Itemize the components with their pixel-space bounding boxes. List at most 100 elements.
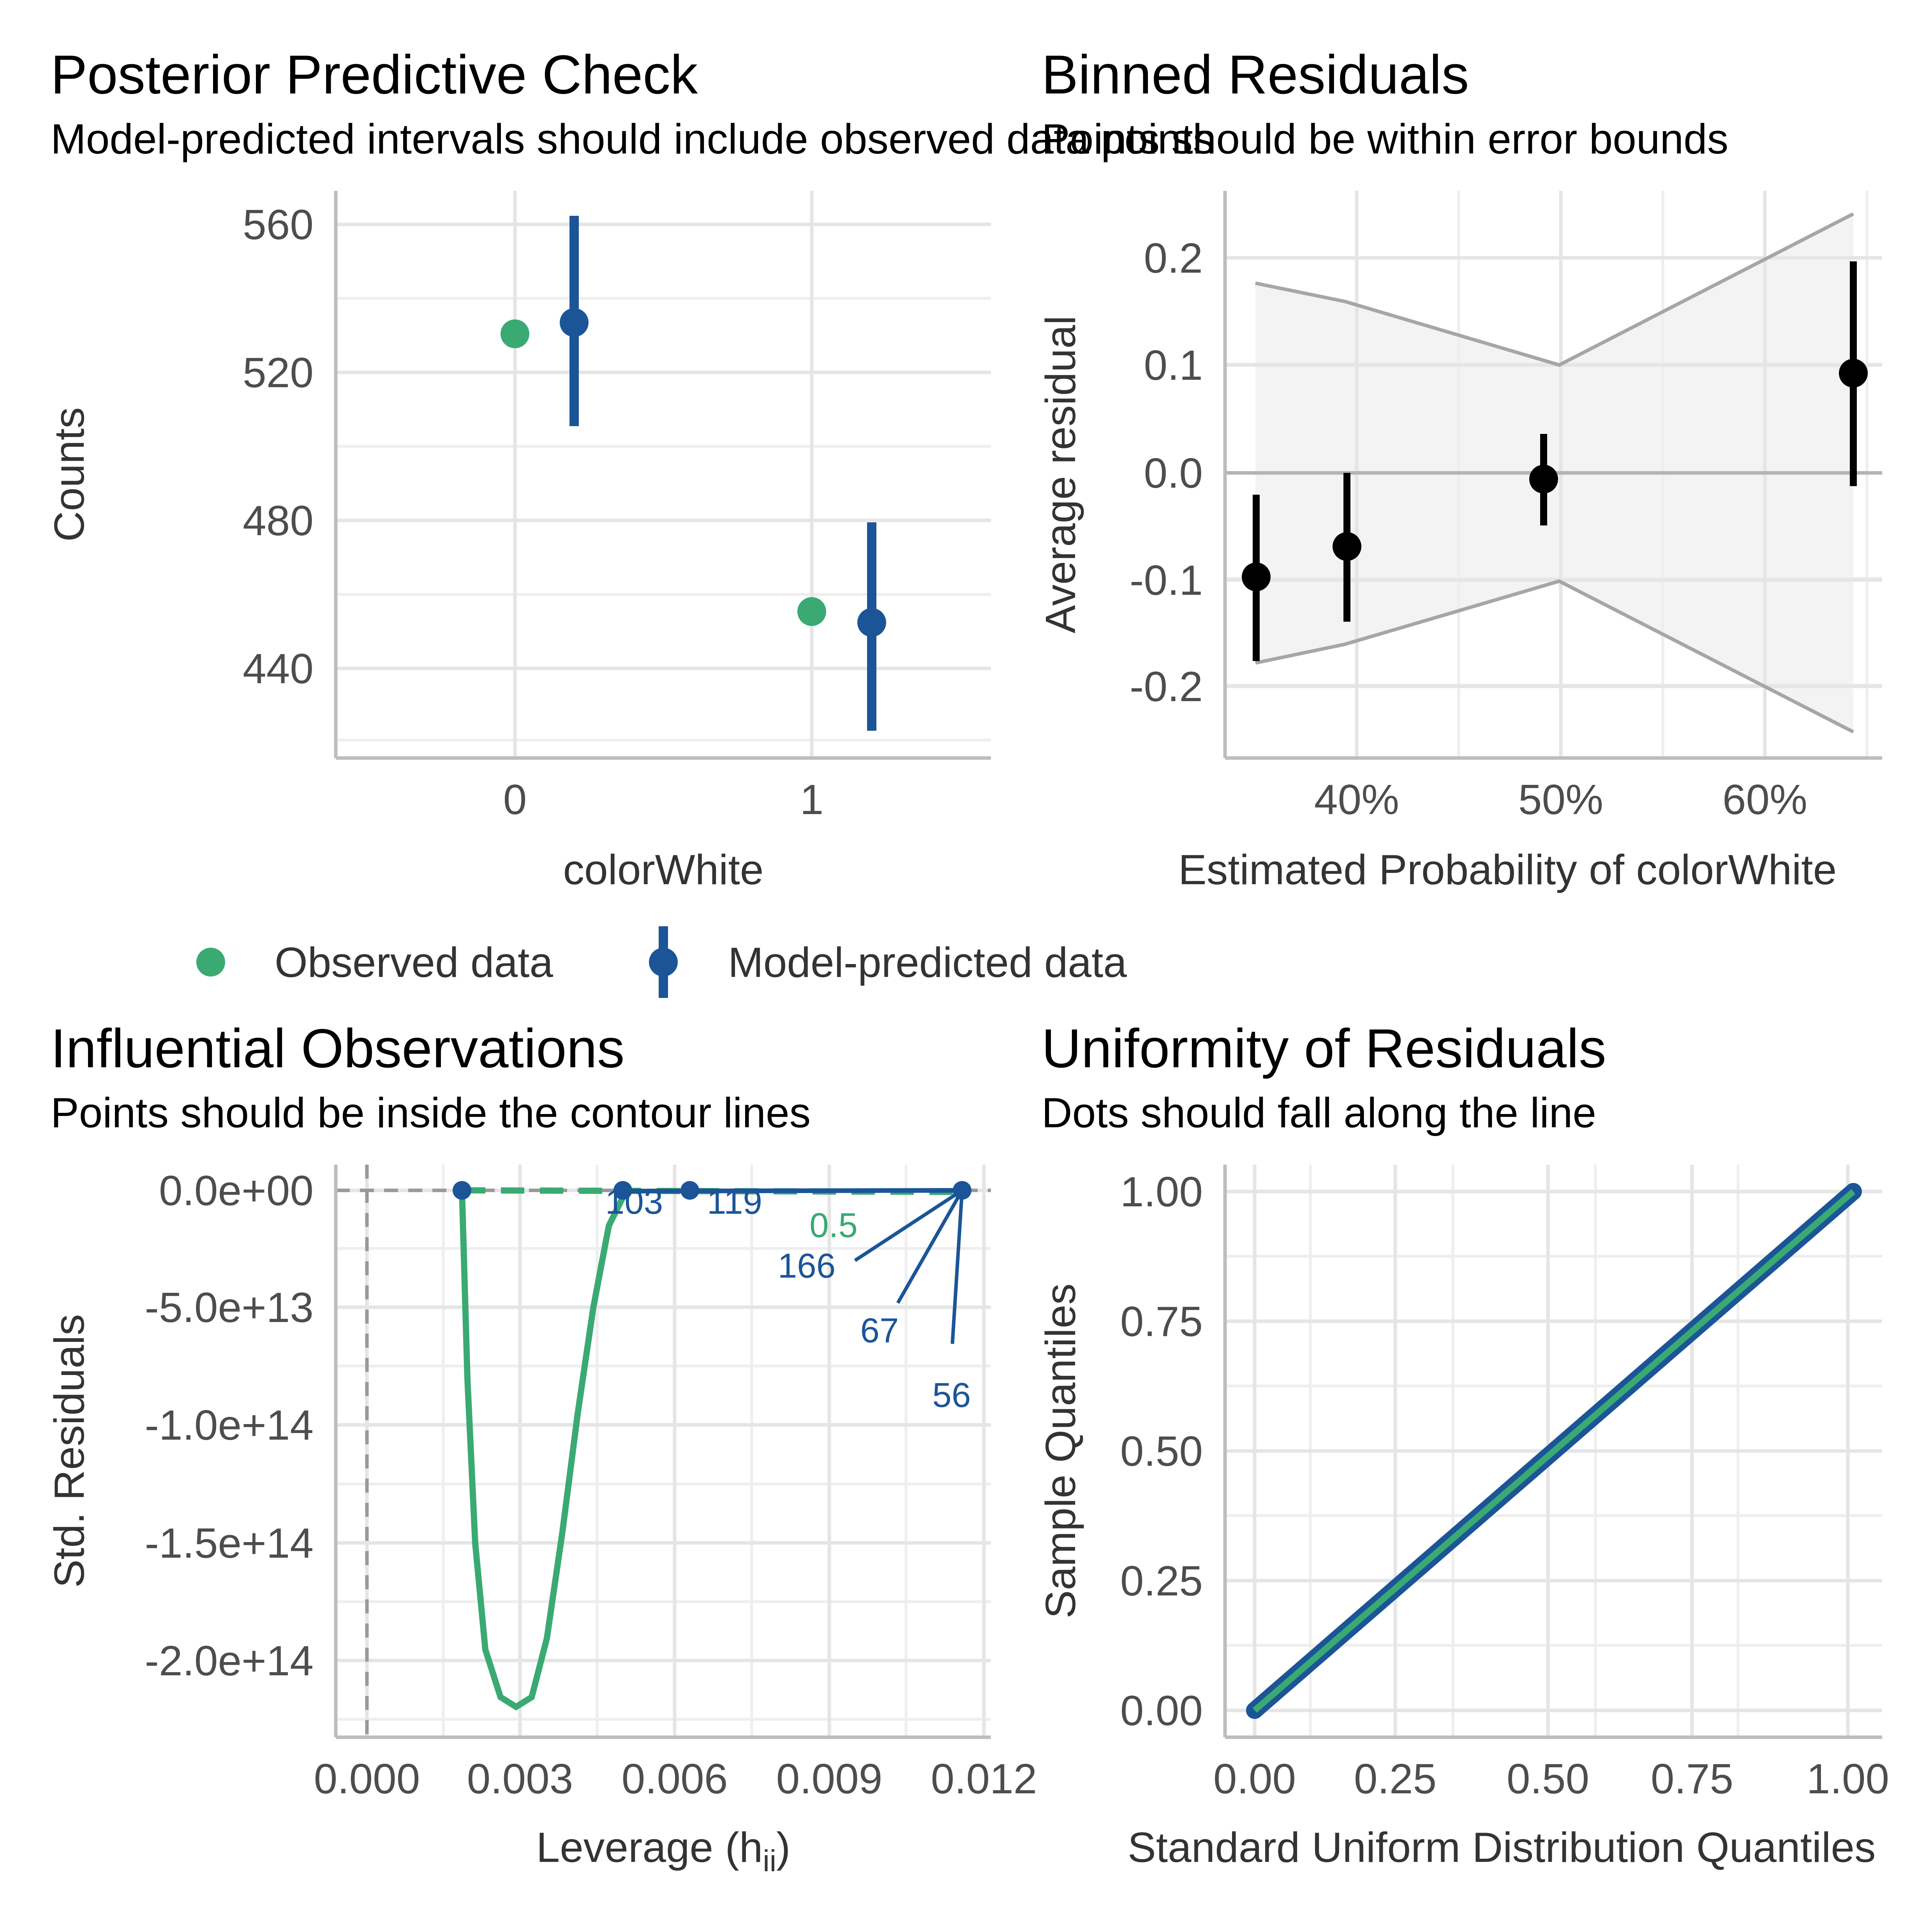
binned-x-tick-label: 50% [1518,776,1603,823]
binned-point [1839,359,1868,388]
qq-y-tick-label: 0.75 [1120,1298,1203,1345]
ppc-y-ticks: 440 480 520 560 [243,201,314,693]
binned-point [1242,562,1271,591]
qq-reference-line [1252,1189,1856,1713]
influence-contour-curve [459,1190,627,1711]
influence-leader-lines [854,1189,964,1344]
influence-point-label: 56 [933,1375,971,1414]
influence-point-label: 103 [605,1182,663,1221]
influence-point-label: 67 [860,1311,899,1350]
influence-plot: 103 119 166 67 56 0.5 0.0e+00 -5.0e+13 -… [46,1165,1037,1878]
binned-x-tick-label: 40% [1314,776,1399,823]
ppc-x-axis-label: colorWhite [563,846,764,894]
influence-contour-label: 0.5 [809,1206,858,1245]
binned-lower-bound [1255,579,1854,734]
binned-x-tick-label: 60% [1722,776,1807,823]
legend-predicted-key [649,948,678,977]
ppc-predicted-point [857,608,886,637]
qq-y-ticks: 0.00 0.25 0.50 0.75 1.00 [1120,1168,1203,1735]
influence-x-tick-label: 0.006 [622,1755,728,1803]
qq-subtitle: Dots should fall along the line [1042,1089,1596,1137]
binned-y-tick-label: 0.0 [1144,450,1203,497]
influence-point [953,1181,971,1200]
legend: Observed data Model-predicted data [196,926,1127,998]
influence-x-axis-label-subscript: ii [763,1844,776,1878]
qq-x-ticks: 0.00 0.25 0.50 0.75 1.00 [1213,1755,1889,1803]
influence-leader-line [950,1190,964,1344]
qq-sample-points [1246,1183,1862,1719]
qq-y-axis-label: Sample Quantiles [1037,1283,1084,1618]
qq-x-axis-label: Standard Uniform Distribution Quantiles [1128,1824,1876,1871]
ppc-y-axis-label: Counts [46,407,93,541]
influence-point [453,1181,471,1200]
influence-x-ticks: 0.000 0.003 0.006 0.009 0.012 [314,1755,1037,1803]
influence-point-labels: 103 119 166 67 56 0.5 [605,1182,971,1414]
ppc-observed-point [501,319,529,348]
influence-y-axis-label: Std. Residuals [46,1314,93,1588]
ppc-observed-point [797,597,826,626]
ppc-predicted-series [560,216,886,731]
ppc-observed-series [501,319,826,626]
ppc-subtitle: Model-predicted intervals should include… [51,115,1214,163]
influence-x-tick-label: 0.009 [776,1755,883,1803]
binned-y-ticks: -0.2 -0.1 0.0 0.1 0.2 [1130,234,1203,710]
legend-observed-label: Observed data [275,939,553,986]
influence-x-axis-label-main: Leverage (h [536,1824,763,1871]
qq-x-tick-label: 0.75 [1651,1755,1733,1803]
influence-x-tick-label: 0.012 [931,1755,1037,1803]
ppc-plot: 440 480 520 560 0 1 colorWhite Counts [46,191,991,894]
influence-grid [336,1165,991,1737]
influence-subtitle: Points should be inside the contour line… [51,1089,811,1137]
qq-x-tick-label: 0.25 [1354,1755,1437,1803]
binned-x-ticks: 40% 50% 60% [1314,776,1807,823]
qq-y-tick-label: 1.00 [1120,1168,1203,1216]
influence-y-tick-label: -1.5e+14 [145,1520,314,1567]
legend-predicted-label: Model-predicted data [728,939,1127,986]
ppc-title: Posterior Predictive Check [51,44,698,105]
influence-title: Influential Observations [51,1017,624,1079]
qq-y-tick-label: 0.00 [1120,1687,1203,1735]
legend-item-predicted: Model-predicted data [649,926,1127,998]
ppc-x-tick-label: 0 [503,776,527,823]
influence-point [680,1181,699,1200]
binned-x-axis-label: Estimated Probability of colorWhite [1178,846,1837,894]
binned-subtitle: Points should be within error bounds [1042,115,1728,163]
influence-point-label: 166 [778,1246,836,1285]
influence-x-axis-label-end: ) [776,1824,790,1871]
binned-title: Binned Residuals [1042,44,1469,105]
influence-x-tick-label: 0.000 [314,1755,420,1803]
qq-x-tick-label: 0.50 [1507,1755,1589,1803]
ppc-y-tick-label: 480 [243,497,314,545]
qq-x-tick-label: 1.00 [1807,1755,1889,1803]
binned-upper-bound [1255,212,1854,367]
qq-y-tick-label: 0.25 [1120,1557,1203,1605]
ppc-grid [336,191,991,758]
binned-y-tick-label: 0.2 [1144,234,1203,282]
influence-y-tick-label: -2.0e+14 [145,1637,314,1685]
ppc-y-tick-label: 520 [243,349,314,397]
influence-leader-line [854,1189,963,1262]
influence-leader-line [896,1189,964,1304]
ppc-y-tick-label: 560 [243,201,314,249]
influence-y-tick-label: 0.0e+00 [159,1167,314,1215]
binned-y-tick-label: 0.1 [1144,342,1203,389]
legend-observed-key [196,948,225,977]
binned-y-axis-label: Average residual [1037,316,1084,633]
influence-points [453,1181,971,1200]
qq-title: Uniformity of Residuals [1042,1017,1606,1079]
binned-y-tick-label: -0.2 [1130,663,1203,710]
qq-y-tick-label: 0.50 [1120,1428,1203,1475]
binned-point [1529,465,1558,494]
influence-x-axis-label: Leverage (hii) [536,1824,791,1878]
ppc-predicted-point [560,308,589,337]
influence-y-tick-label: -1.0e+14 [145,1401,314,1449]
influence-fit-line [619,1188,962,1193]
binned-plot: -0.2 -0.1 0.0 0.1 0.2 40% 50% 60% Estima… [1037,191,1882,894]
qq-plot: 0.00 0.25 0.50 0.75 1.00 0.00 0.25 0.50 … [1037,1165,1889,1871]
ppc-x-ticks: 0 1 [503,776,824,823]
binned-points [1242,261,1868,661]
ppc-y-tick-label: 440 [243,645,314,693]
legend-item-observed: Observed data [196,939,553,986]
